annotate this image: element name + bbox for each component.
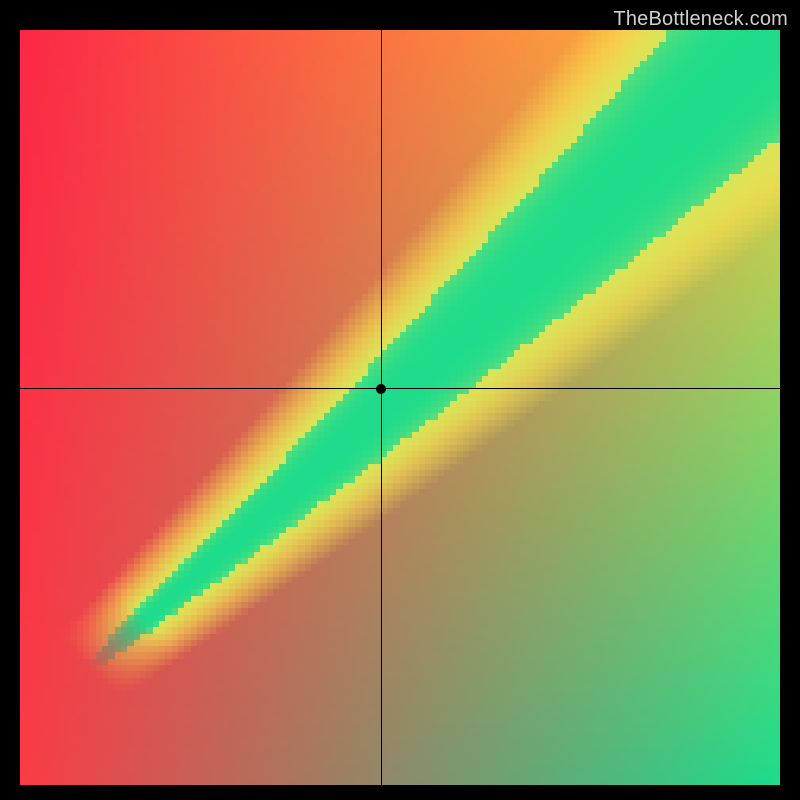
watermark-text: TheBottleneck.com: [613, 8, 788, 31]
heatmap-canvas: [20, 30, 780, 785]
crosshair-horizontal: [20, 388, 780, 389]
plot-area: [20, 30, 780, 785]
intersection-marker: [376, 384, 386, 394]
chart-container: TheBottleneck.com: [0, 0, 800, 800]
crosshair-vertical: [381, 30, 382, 785]
